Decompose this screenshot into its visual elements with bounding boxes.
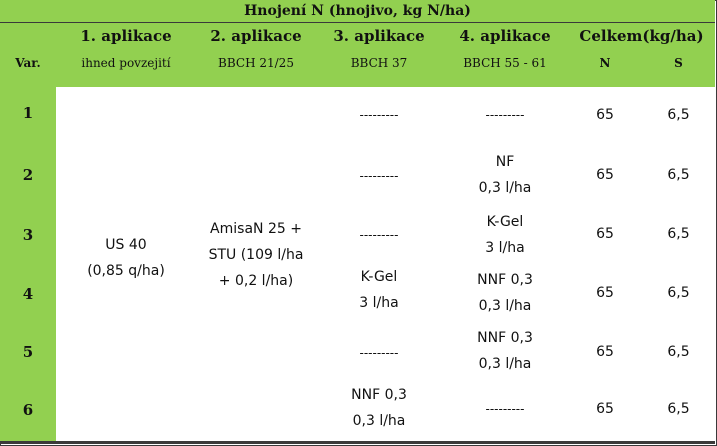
app1-merged: US 40 (0,85 q/ha) bbox=[56, 232, 196, 284]
bottom-border bbox=[0, 441, 715, 444]
app4-row-4-line-2: 0,3 l/ha bbox=[478, 298, 532, 314]
app4-row-2-line-1: NF bbox=[495, 154, 515, 170]
total-n-row-4: 65 bbox=[596, 285, 614, 301]
var-4: 4 bbox=[22, 285, 34, 303]
app4-row-3: K-Gel 3 l/ha bbox=[442, 209, 568, 261]
total-s-row-6: 6,5 bbox=[667, 401, 690, 417]
table-title: Hnojení N (hnojivo, kg N/ha) bbox=[0, 0, 715, 23]
app4-row-4-line-1: NNF 0,3 bbox=[477, 272, 533, 288]
app3-row-2: --------- bbox=[359, 169, 399, 183]
app1-line-2: (0,85 q/ha) bbox=[87, 263, 165, 279]
var-column bbox=[0, 87, 56, 442]
var-6: 6 bbox=[22, 401, 34, 419]
header-total-s: S bbox=[674, 56, 683, 70]
app1-line-1: US 40 bbox=[105, 237, 147, 253]
total-n-row-5: 65 bbox=[596, 344, 614, 360]
total-n-row-6: 65 bbox=[596, 401, 614, 417]
app3-row-6-line-1: NNF 0,3 bbox=[351, 387, 407, 403]
app4-row-3-line-2: 3 l/ha bbox=[485, 240, 525, 256]
header-app2: 2. aplikace bbox=[210, 27, 302, 45]
header-total-n: N bbox=[599, 56, 611, 70]
app3-merged-45: K-Gel 3 l/ha bbox=[316, 264, 442, 316]
app4-row-5-line-2: 0,3 l/ha bbox=[478, 356, 532, 372]
var-5: 5 bbox=[22, 343, 34, 361]
app4-row-2: NF 0,3 l/ha bbox=[442, 149, 568, 201]
total-s-row-5: 6,5 bbox=[667, 344, 690, 360]
app4-row-2-line-2: 0,3 l/ha bbox=[478, 180, 532, 196]
app2-merged: AmisaN 25 + STU (109 l/ha + 0,2 l/ha) bbox=[196, 216, 316, 294]
header-app4: 4. aplikace bbox=[459, 27, 551, 45]
header-var: Var. bbox=[15, 56, 41, 70]
app3-row-6: NNF 0,3 0,3 l/ha bbox=[316, 382, 442, 434]
total-n-row-1: 65 bbox=[596, 107, 614, 123]
app2-line-1: AmisaN 25 + bbox=[210, 221, 302, 237]
app3-row-3: --------- bbox=[359, 228, 399, 242]
total-s-row-1: 6,5 bbox=[667, 107, 690, 123]
total-n-row-3: 65 bbox=[596, 226, 614, 242]
app3-row-6-line-2: 0,3 l/ha bbox=[352, 413, 406, 429]
var-2: 2 bbox=[22, 166, 34, 184]
app3-kgel-line-1: K-Gel bbox=[360, 269, 398, 285]
app2-line-3: + 0,2 l/ha) bbox=[218, 273, 294, 289]
app3-kgel-line-2: 3 l/ha bbox=[359, 295, 399, 311]
header-app2-sub: BBCH 21/25 bbox=[218, 56, 294, 70]
total-s-row-4: 6,5 bbox=[667, 285, 690, 301]
app4-row-5-line-1: NNF 0,3 bbox=[477, 330, 533, 346]
header-app3-sub: BBCH 37 bbox=[350, 56, 408, 70]
app4-row-5: NNF 0,3 0,3 l/ha bbox=[442, 325, 568, 377]
app4-row-6: --------- bbox=[485, 402, 525, 416]
app3-row-1: --------- bbox=[359, 108, 399, 122]
total-s-row-3: 6,5 bbox=[667, 226, 690, 242]
var-3: 3 bbox=[22, 226, 34, 244]
total-n-row-2: 65 bbox=[596, 167, 614, 183]
total-s-row-2: 6,5 bbox=[667, 167, 690, 183]
header-app1-sub: ihned povzejití bbox=[81, 56, 171, 70]
app4-row-1: --------- bbox=[485, 108, 525, 122]
app3-row-5: --------- bbox=[359, 346, 399, 360]
app2-line-2: STU (109 l/ha bbox=[208, 247, 304, 263]
header-app3: 3. aplikace bbox=[333, 27, 425, 45]
app4-row-4: NNF 0,3 0,3 l/ha bbox=[442, 267, 568, 319]
header-total: Celkem(kg/ha) bbox=[579, 27, 704, 45]
app4-row-3-line-1: K-Gel bbox=[486, 214, 524, 230]
header-app4-sub: BBCH 55 - 61 bbox=[463, 56, 547, 70]
table-header: Var. 1. aplikace ihned povzejití 2. apli… bbox=[0, 23, 715, 87]
var-1: 1 bbox=[22, 104, 34, 122]
header-app1: 1. aplikace bbox=[80, 27, 172, 45]
